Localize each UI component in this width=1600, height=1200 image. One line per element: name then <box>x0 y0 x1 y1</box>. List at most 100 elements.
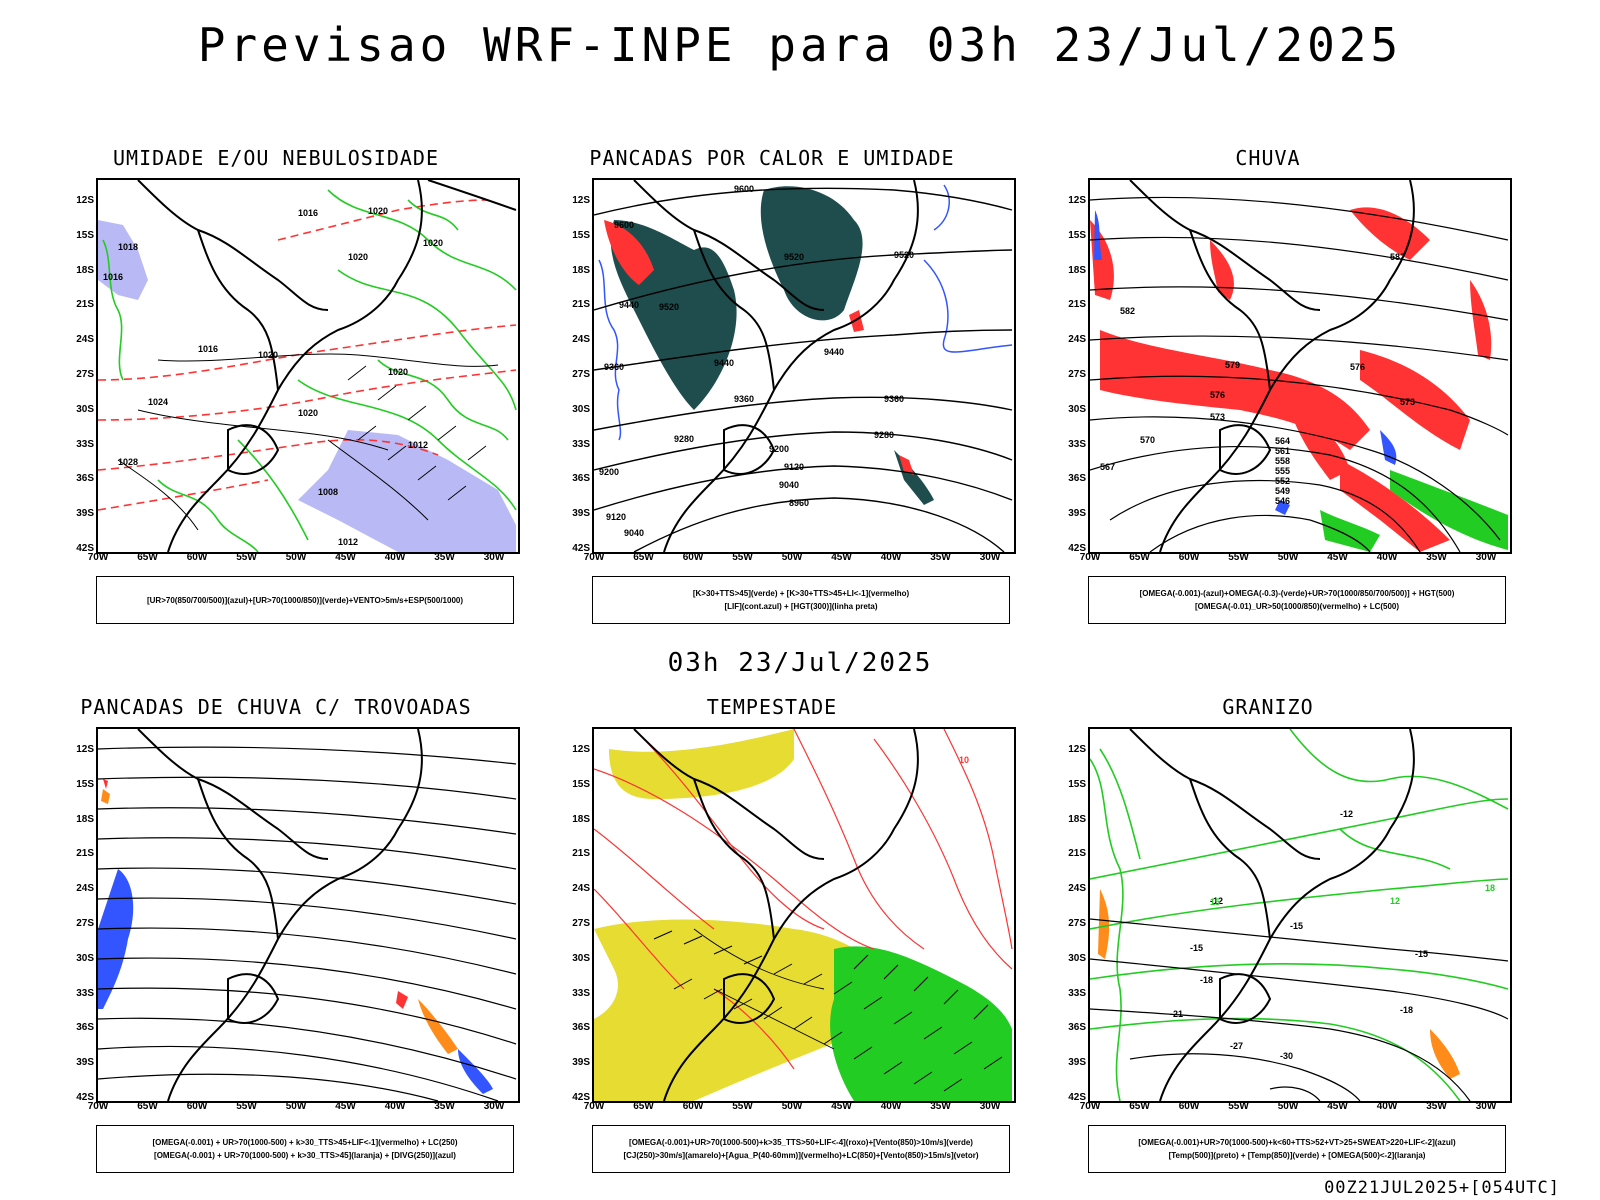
lat-tick-label: 30S <box>572 952 590 964</box>
svg-text:-12: -12 <box>1340 809 1353 819</box>
svg-text:573: 573 <box>1210 412 1225 422</box>
panel-legend: [UR>70(850/700/500)](azul)+[UR>70(1000/8… <box>96 576 514 624</box>
lon-tick-label: 55W <box>1228 1101 1249 1112</box>
lat-tick-label: 27S <box>572 369 590 380</box>
lon-tick-label: 30W <box>483 552 505 563</box>
lon-tick-label: 50W <box>1277 552 1299 563</box>
lat-tick-label: 33S <box>76 438 94 450</box>
lat-tick-label: 18S <box>1068 264 1086 276</box>
svg-text:10: 10 <box>959 755 969 765</box>
lat-tick-label: 42S <box>76 1092 94 1103</box>
svg-text:-15: -15 <box>1190 943 1203 953</box>
svg-text:579: 579 <box>1225 360 1240 370</box>
svg-text:1018: 1018 <box>118 242 138 252</box>
lon-tick-label: 70W <box>87 1101 109 1112</box>
lat-tick-label: 39S <box>76 1057 94 1069</box>
svg-text:555: 555 <box>1275 466 1290 476</box>
panel-legend: [K>30+TTS>45](verde) + [K>30+TTS>45+LI<-… <box>592 576 1010 624</box>
svg-text:9440: 9440 <box>824 347 844 357</box>
coast-and-borders <box>1129 180 1415 552</box>
rain-red-area <box>1090 207 1492 552</box>
lat-tick-label: 27S <box>76 369 94 380</box>
lat-tick-label: 21S <box>76 848 94 860</box>
temp850-green <box>1090 729 1509 1101</box>
lon-tick-label: 65W <box>633 1101 654 1112</box>
lat-tick-label: 21S <box>1068 299 1086 311</box>
coast-and-borders <box>633 729 919 1101</box>
panel-rain: CHUVA <box>1048 146 1512 624</box>
lat-tick-label: 36S <box>76 1022 94 1034</box>
rain-green-area <box>1320 470 1508 552</box>
lon-tick-label: 50W <box>1277 1101 1299 1112</box>
lat-tick-label: 12S <box>572 744 590 755</box>
svg-text:9360: 9360 <box>604 362 624 372</box>
svg-text:1012: 1012 <box>338 537 358 547</box>
lat-tick-label: 30S <box>572 403 590 415</box>
panel-thunderstorm-showers: PANCADAS DE CHUVA C/ TROVOADAS <box>56 695 520 1173</box>
panel-title: UMIDADE E/OU NEBULOSIDADE <box>112 146 440 170</box>
map-rain: 582 582 579 576 576 573 573 570 567 564 … <box>1088 178 1512 554</box>
lat-tick-label: 33S <box>1068 438 1086 450</box>
lon-tick-label: 45W <box>831 1101 852 1112</box>
lat-tick-label: 12S <box>572 195 590 206</box>
lat-tick-label: 24S <box>1068 334 1086 346</box>
map-canvas: -12 -12 -15 -15 -15 -18 -18 -21 -27 -30 … <box>1090 729 1509 1101</box>
svg-text:-30: -30 <box>1280 1051 1293 1061</box>
panel-heat-showers: PANCADAS POR CALOR E UMIDADE <box>552 146 1016 624</box>
lat-tick-label: 36S <box>1068 1022 1086 1034</box>
svg-text:9360: 9360 <box>734 394 754 404</box>
map-humidity: 1016 1020 1020 1020 1018 1016 1020 1024 … <box>96 178 520 554</box>
svg-text:-15: -15 <box>1415 949 1428 959</box>
lat-tick-label: 15S <box>76 229 94 241</box>
svg-text:9440: 9440 <box>714 358 734 368</box>
lat-tick-label: 27S <box>1068 918 1086 929</box>
lat-tick-label: 24S <box>76 883 94 895</box>
lon-tick-label: 30W <box>1475 1101 1497 1112</box>
lon-tick-label: 70W <box>583 1101 605 1112</box>
coast-and-borders <box>633 180 919 552</box>
lat-tick-label: 36S <box>1068 473 1086 485</box>
svg-text:-21: -21 <box>1170 1009 1183 1019</box>
lon-tick-label: 35W <box>1426 552 1447 563</box>
lat-tick-label: 21S <box>76 299 94 311</box>
svg-text:-18: -18 <box>1400 1005 1413 1015</box>
lat-tick-label: 42S <box>1068 543 1086 554</box>
panel-legend: [OMEGA(-0.001)+UR>70(1000-500)+k>35_TTS>… <box>592 1125 1010 1173</box>
lat-tick-label: 15S <box>1068 778 1086 790</box>
lat-tick-label: 39S <box>1068 1057 1086 1069</box>
lon-tick-label: 45W <box>335 1101 356 1112</box>
svg-text:8960: 8960 <box>789 498 809 508</box>
map-canvas <box>98 729 517 1101</box>
lon-tick-label: 40W <box>1376 1101 1398 1112</box>
lat-tick-label: 42S <box>572 1092 590 1103</box>
svg-text:9360: 9360 <box>884 394 904 404</box>
lon-tick-label: 30W <box>979 1101 1001 1112</box>
lat-tick-label: 15S <box>572 229 590 241</box>
svg-text:561: 561 <box>1275 446 1290 456</box>
lat-tick-label: 39S <box>76 508 94 520</box>
lat-tick-label: 18S <box>76 813 94 825</box>
lat-tick-label: 15S <box>1068 229 1086 241</box>
svg-text:564: 564 <box>1275 436 1290 446</box>
coast-and-borders <box>1129 729 1415 1101</box>
panel-storm: TEMPESTADE <box>552 695 1016 1173</box>
lat-tick-label: 42S <box>1068 1092 1086 1103</box>
lon-tick-label: 65W <box>633 552 654 563</box>
lon-tick-label: 50W <box>781 552 803 563</box>
lon-tick-label: 50W <box>285 552 307 563</box>
panel-legend: [OMEGA(-0.001) + UR>70(1000-500) + k>30_… <box>96 1125 514 1173</box>
lifted-index-blue <box>598 184 1013 441</box>
lon-tick-label: 40W <box>880 1101 902 1112</box>
coast-and-borders <box>137 180 517 552</box>
lon-tick-label: 65W <box>137 1101 158 1112</box>
lc850-black <box>693 928 835 1050</box>
svg-text:-18: -18 <box>1200 975 1213 985</box>
lat-tick-label: 27S <box>572 918 590 929</box>
lat-tick-label: 27S <box>1068 369 1086 380</box>
lat-tick-label: 15S <box>572 778 590 790</box>
lat-tick-label: 24S <box>1068 883 1086 895</box>
lon-tick-label: 60W <box>682 1101 704 1112</box>
map-value-labels: -12 -12 -15 -15 -15 -18 -18 -21 -27 -30 … <box>1170 809 1495 1061</box>
storm-red-area <box>103 779 408 1009</box>
humidity-red-thickness <box>98 199 517 511</box>
